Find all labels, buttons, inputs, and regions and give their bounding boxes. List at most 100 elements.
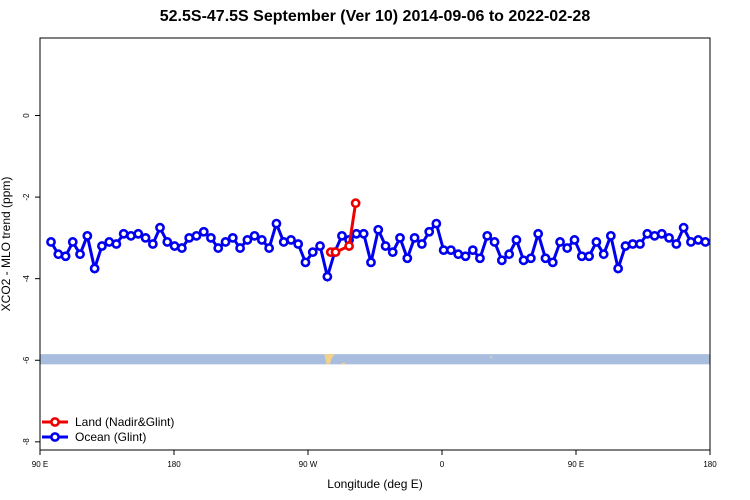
data-point xyxy=(322,271,333,282)
data-point xyxy=(344,241,354,251)
data-point xyxy=(213,243,224,253)
axes: 90 E 180 90 W 0 90 E 180 0 -2 -4 -6 -8 Longitude (d… xyxy=(0,113,717,491)
data-point xyxy=(264,243,275,253)
data-point xyxy=(75,249,85,260)
y-tick-label: -6 xyxy=(22,356,31,364)
y-tick-label: 0 xyxy=(22,113,31,118)
series-1 xyxy=(325,198,361,258)
data-point xyxy=(409,232,420,243)
data-point xyxy=(307,247,318,258)
data-point xyxy=(431,218,442,229)
data-point xyxy=(67,237,78,247)
land-patch-islands xyxy=(342,362,346,365)
data-point xyxy=(176,243,187,253)
data-point xyxy=(191,230,202,241)
data-point xyxy=(496,255,507,266)
data-point xyxy=(162,237,173,247)
data-point xyxy=(678,222,689,233)
data-point xyxy=(525,253,536,264)
data-point xyxy=(598,249,609,260)
legend-label: Land (Nadir&Glint) xyxy=(75,415,174,429)
y-axis-label: XCO2 - MLO trend (ppm) xyxy=(0,177,13,312)
data-point xyxy=(198,226,209,237)
data-point xyxy=(256,235,267,245)
data-point xyxy=(293,239,304,249)
data-point xyxy=(584,251,595,262)
data-point xyxy=(300,257,311,268)
data-point xyxy=(475,253,485,264)
data-point xyxy=(350,198,361,209)
data-point xyxy=(482,230,493,241)
land-patch-small-island xyxy=(490,356,493,359)
data-point xyxy=(249,230,260,241)
x-tick-label: 90 E xyxy=(568,460,584,469)
data-point xyxy=(555,237,565,247)
x-tick-label: 90 W xyxy=(299,460,318,469)
data-point xyxy=(242,235,253,245)
data-point xyxy=(315,241,325,251)
data-point xyxy=(416,239,427,249)
data-point xyxy=(111,239,122,249)
data-point xyxy=(46,237,56,247)
data-point xyxy=(286,235,296,245)
data-point xyxy=(140,232,151,243)
data-point xyxy=(533,228,544,239)
land-band xyxy=(40,354,710,365)
series-0 xyxy=(46,218,711,283)
data-point xyxy=(387,247,398,258)
data-point xyxy=(664,232,674,243)
data-point xyxy=(605,230,616,241)
data-point xyxy=(671,239,682,249)
y-tick-label: -2 xyxy=(22,193,31,201)
data-point xyxy=(700,237,711,247)
data-point xyxy=(366,257,376,268)
ocean-strip xyxy=(40,354,710,365)
data-point xyxy=(97,241,107,251)
data-point xyxy=(569,235,580,245)
data-point xyxy=(89,263,100,274)
data-point xyxy=(358,228,369,239)
data-point xyxy=(547,257,558,268)
data-point xyxy=(562,243,573,253)
legend-marker xyxy=(50,417,60,427)
data-point xyxy=(133,228,144,239)
x-axis-label: Longitude (deg E) xyxy=(327,477,422,491)
legend-label: Ocean (Glint) xyxy=(75,430,146,444)
data-point xyxy=(60,251,71,262)
data-point xyxy=(206,232,216,243)
data-point xyxy=(613,263,624,274)
data-point xyxy=(635,239,645,249)
data-point xyxy=(591,237,602,247)
data-point xyxy=(511,235,522,245)
data-point xyxy=(235,243,246,253)
data-point xyxy=(467,245,478,256)
data-point xyxy=(373,224,384,235)
x-tick-label: 0 xyxy=(440,460,445,469)
data-point xyxy=(271,218,282,229)
data-point xyxy=(380,241,391,251)
y-tick-label: -8 xyxy=(22,438,31,446)
data-point xyxy=(656,228,667,239)
data-point xyxy=(402,253,413,264)
data-point xyxy=(446,245,456,256)
legend: Land (Nadir&Glint)Ocean (Glint) xyxy=(42,415,174,444)
data-point xyxy=(540,253,551,264)
chart-title: 52.5S-47.5S September (Ver 10) 2014-09-0… xyxy=(159,8,591,25)
data-point xyxy=(330,247,341,258)
data-point xyxy=(460,251,471,262)
series-layer xyxy=(46,198,711,283)
data-point xyxy=(489,237,500,247)
x-tick-label: 90 E xyxy=(32,460,48,469)
data-point xyxy=(147,239,158,249)
data-point xyxy=(227,232,238,243)
data-point xyxy=(395,232,405,243)
data-point xyxy=(424,226,435,237)
data-point xyxy=(337,230,347,241)
y-tick-label: -4 xyxy=(22,275,31,283)
x-tick-label: 180 xyxy=(167,460,181,469)
data-point xyxy=(155,222,165,233)
land-patch-south-america xyxy=(324,354,335,365)
data-point xyxy=(220,237,231,247)
plot-frame xyxy=(39,37,711,451)
